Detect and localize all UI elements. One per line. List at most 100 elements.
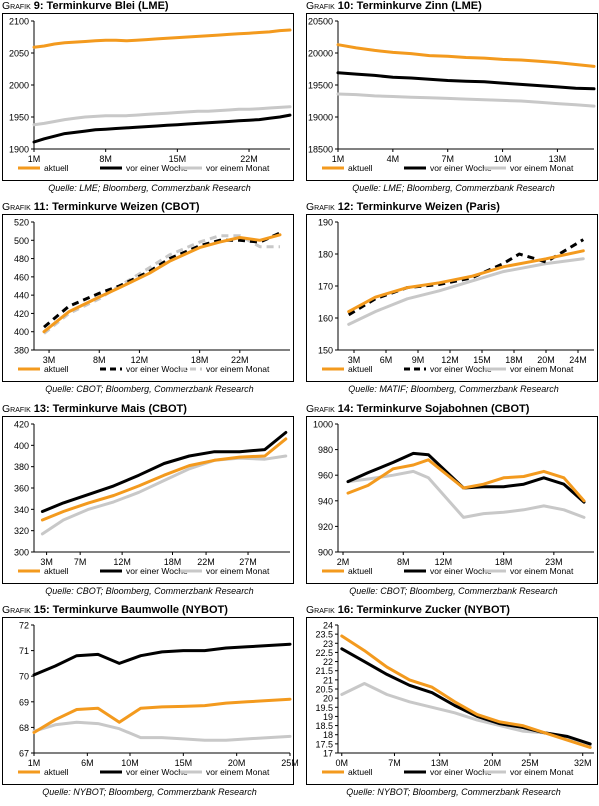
series-line-monat: [336, 92, 596, 108]
x-tick-label: 15M: [175, 758, 193, 768]
chart-source: Quelle: MATIF; Bloomberg, Commerzbank Re…: [348, 384, 559, 394]
series-line-woche: [40, 431, 288, 513]
chart-svg: 380 400 420 440 460 480 500 520 3M 8M 12M 18M 22M akt…: [14, 218, 290, 374]
y-tick-label: 2050: [9, 49, 29, 59]
y-tick-label: 19: [323, 712, 333, 722]
chart-source: Quelle: CBOT; Bloomberg, Commerzbank Res…: [45, 384, 254, 394]
title-number: 12:: [337, 201, 357, 213]
y-tick-label: 67: [19, 749, 29, 759]
title-name: Terminkurve Weizen (CBOT): [52, 201, 200, 213]
series-line-aktuell: [340, 634, 592, 749]
chart-panel-15: Grafik 15: Terminkurve Baumwolle (NYBOT)…: [0, 604, 299, 805]
y-tick-label: 69: [19, 697, 29, 707]
x-tick-label: 7M: [441, 154, 454, 164]
legend-label: vor einem Monat: [206, 364, 270, 374]
x-tick-label: 22M: [240, 154, 258, 164]
y-tick-label: 170: [318, 282, 333, 292]
y-tick-label: 300: [14, 548, 29, 558]
y-tick-label: 900: [318, 548, 333, 558]
title-prefix: Grafik: [2, 201, 34, 213]
chart-panel-9: Grafik 9: Terminkurve Blei (LME) 1900 1950…: [0, 0, 299, 201]
x-tick-label: 20M: [484, 758, 502, 768]
y-tick-label: 480: [14, 254, 29, 264]
y-tick-label: 380: [14, 462, 29, 472]
title-prefix: Grafik: [306, 0, 338, 12]
y-tick-label: 19500: [308, 81, 333, 91]
y-tick-label: 20500: [308, 17, 333, 27]
title-prefix: Grafik: [2, 604, 34, 616]
x-tick-label: 9M: [412, 355, 425, 365]
y-tick-label: 20: [323, 694, 333, 704]
legend-label: aktuell: [44, 566, 69, 576]
x-tick-label: 18M: [164, 557, 182, 567]
title-number: 13:: [33, 403, 53, 415]
title-number: 14:: [337, 403, 357, 415]
legend-label: vor einer Woche: [126, 163, 188, 173]
x-tick-label: 8M: [397, 557, 410, 567]
series-line-woche: [32, 642, 292, 677]
chart-panel-10: Grafik 10: Terminkurve Zinn (LME) 18500 19…: [304, 0, 599, 201]
chart-title: Grafik 16: Terminkurve Zucker (NYBOT): [306, 604, 510, 616]
y-tick-label: 21.5: [315, 666, 333, 676]
chart-title: Grafik 11: Terminkurve Weizen (CBOT): [2, 201, 200, 213]
y-tick-label: 360: [14, 484, 29, 494]
chart-frame: [306, 13, 598, 181]
y-tick-label: 24: [323, 621, 333, 631]
title-name: Terminkurve Sojabohnen (CBOT): [356, 403, 530, 415]
x-tick-label: 2M: [337, 557, 350, 567]
chart-frame: [2, 617, 294, 785]
series-line-aktuell: [32, 28, 292, 49]
chart-panel-12: Grafik 12: Terminkurve Weizen (Paris) 150…: [304, 201, 599, 402]
x-tick-label: 24M: [569, 355, 587, 365]
chart-svg: 1900 1950 2000 2050 2100 1M 8M 15M 22M aktuell vor…: [9, 17, 292, 173]
x-tick-label: 12M: [435, 557, 453, 567]
chart-svg: 150 160 170 180 190 3M 6M 9M 12M 15M 18M 20M 24M aktu…: [318, 218, 594, 374]
title-name: Terminkurve Zucker (NYBOT): [356, 604, 510, 616]
chart-title: Grafik 10: Terminkurve Zinn (LME): [306, 0, 482, 12]
x-tick-label: 7M: [388, 758, 401, 768]
legend-label: vor einem Monat: [206, 767, 270, 777]
y-tick-label: 1000: [313, 420, 333, 430]
chart-frame: [2, 214, 294, 382]
y-tick-label: 20.5: [315, 685, 333, 695]
x-tick-label: 27M: [239, 557, 257, 567]
x-tick-label: 22M: [197, 557, 215, 567]
chart-svg: 67 68 69 70 71 72 1M 6M 10M 15M 20M 25M aktuell vor e…: [18, 621, 299, 777]
y-tick-label: 980: [318, 445, 333, 455]
y-tick-label: 960: [318, 471, 333, 481]
chart-title: Grafik 13: Terminkurve Mais (CBOT): [2, 403, 187, 415]
x-tick-label: 3M: [348, 355, 361, 365]
title-name: Terminkurve Baumwolle (NYBOT): [52, 604, 228, 616]
x-tick-label: 8M: [99, 154, 112, 164]
series-line-monat: [347, 257, 585, 326]
x-tick-label: 3M: [43, 355, 56, 365]
x-tick-label: 10M: [121, 758, 139, 768]
series-line-aktuell: [336, 43, 596, 68]
title-number: 11:: [33, 201, 53, 213]
chart-svg: 300 320 340 360 380 400 420 3M 7M 12M 18M 22M 27M akt…: [14, 420, 290, 576]
y-tick-label: 18: [323, 730, 333, 740]
y-tick-label: 17: [323, 749, 333, 759]
y-tick-label: 160: [318, 314, 333, 324]
y-tick-label: 2100: [9, 17, 29, 27]
title-number: 9:: [33, 0, 47, 12]
chart-svg: 900 920 940 960 980 1000 2M 8M 12M 18M 23M aktuell v…: [313, 420, 594, 576]
series-line-monat: [32, 105, 292, 127]
y-tick-label: 17.5: [315, 739, 333, 749]
x-tick-label: 10M: [494, 154, 512, 164]
series-line-monat: [40, 454, 288, 536]
legend-label: aktuell: [348, 767, 373, 777]
series-line-woche: [336, 71, 596, 91]
y-tick-label: 19.5: [315, 703, 333, 713]
chart-frame: [2, 13, 294, 181]
legend-label: vor einer Woche: [430, 163, 492, 173]
chart-svg: 1717.51818.51919.52020.52121.52222.52323…: [315, 621, 594, 777]
x-tick-label: 15M: [169, 154, 187, 164]
chart-panel-16: Grafik 16: Terminkurve Zucker (NYBOT) 17 1…: [304, 604, 599, 805]
y-tick-label: 400: [14, 441, 29, 451]
chart-frame: [306, 214, 598, 382]
y-tick-label: 20000: [308, 49, 333, 59]
legend-label: aktuell: [44, 163, 69, 173]
title-prefix: Grafik: [2, 0, 34, 12]
x-tick-label: 15M: [473, 355, 491, 365]
